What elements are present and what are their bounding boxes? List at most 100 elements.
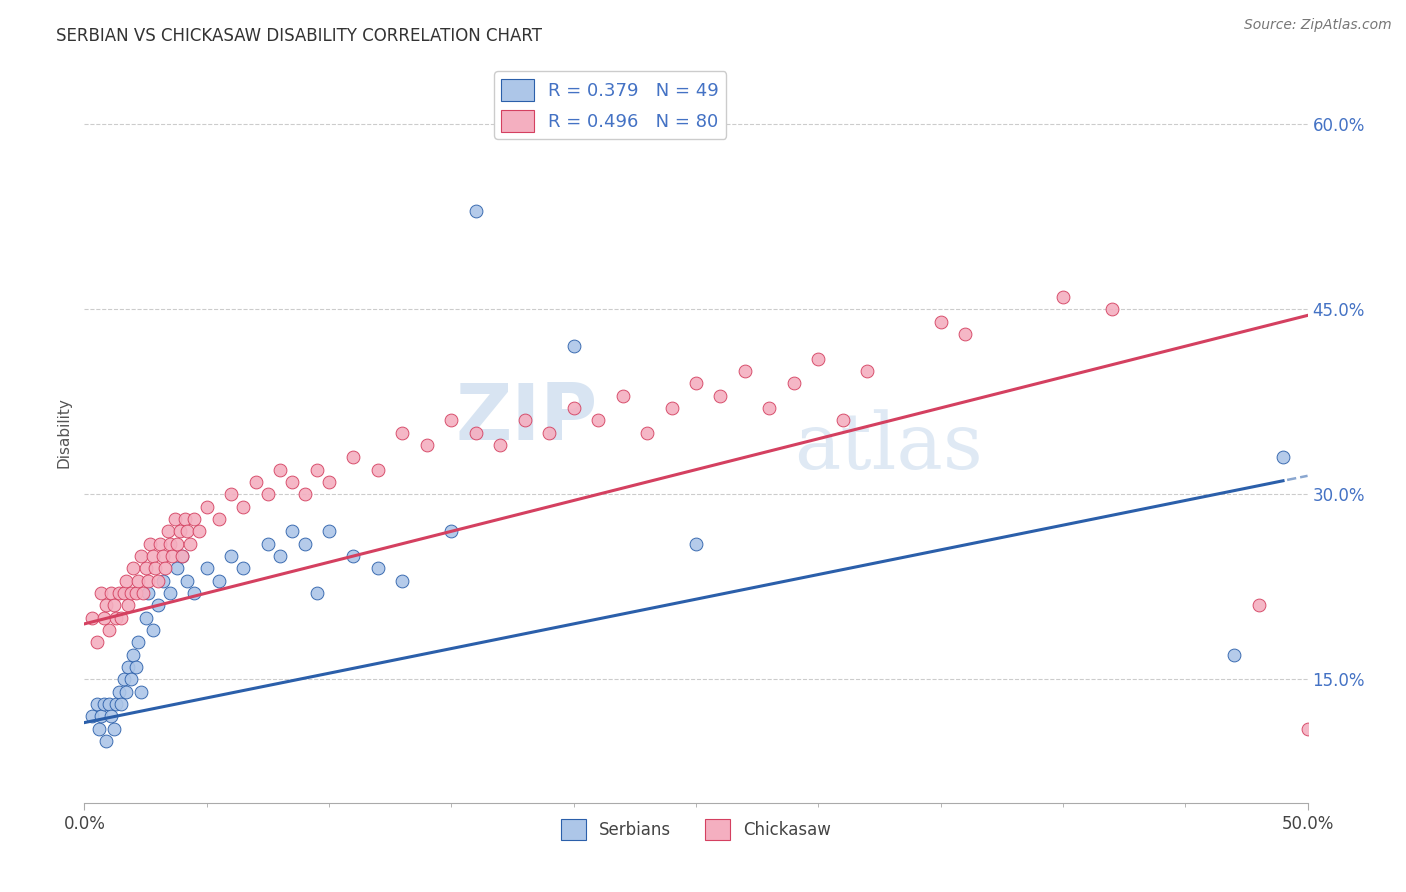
Point xyxy=(807,351,830,366)
Point xyxy=(318,524,340,539)
Point xyxy=(117,599,139,613)
Point xyxy=(93,610,115,624)
Point xyxy=(188,524,211,539)
Point xyxy=(100,709,122,723)
Point xyxy=(685,376,707,391)
Point xyxy=(1223,648,1246,662)
Point xyxy=(80,610,103,624)
Point xyxy=(183,586,205,600)
Point xyxy=(125,586,148,600)
Point xyxy=(1272,450,1295,465)
Point xyxy=(219,487,242,501)
Point xyxy=(146,599,169,613)
Point xyxy=(96,734,118,748)
Point xyxy=(105,697,128,711)
Point xyxy=(953,326,976,341)
Point xyxy=(112,586,135,600)
Point xyxy=(162,549,184,563)
Point xyxy=(513,413,536,427)
Point xyxy=(464,425,486,440)
Point xyxy=(112,673,135,687)
Point xyxy=(269,549,291,563)
Point xyxy=(110,610,132,624)
Point xyxy=(107,586,129,600)
Point xyxy=(245,475,267,489)
Point xyxy=(172,549,194,563)
Point xyxy=(90,586,112,600)
Point xyxy=(172,549,194,563)
Text: atlas: atlas xyxy=(794,409,983,485)
Point xyxy=(86,635,108,649)
Point xyxy=(152,574,174,588)
Point xyxy=(208,512,231,526)
Point xyxy=(156,524,179,539)
Point xyxy=(257,487,280,501)
Point xyxy=(152,549,174,563)
Point xyxy=(166,561,188,575)
Point xyxy=(367,462,389,476)
Point xyxy=(281,475,304,489)
Point xyxy=(90,709,112,723)
Point xyxy=(136,586,159,600)
Point xyxy=(586,413,609,427)
Point xyxy=(127,574,149,588)
Point xyxy=(120,673,142,687)
Point xyxy=(143,561,166,575)
Point xyxy=(169,524,191,539)
Point xyxy=(612,388,634,402)
Point xyxy=(97,697,120,711)
Point xyxy=(125,660,148,674)
Point xyxy=(440,524,463,539)
Point xyxy=(159,586,181,600)
Point xyxy=(661,401,683,415)
Point xyxy=(1101,302,1123,317)
Point xyxy=(257,536,280,550)
Point xyxy=(103,722,125,736)
Point xyxy=(416,438,439,452)
Point xyxy=(135,561,157,575)
Point xyxy=(489,438,512,452)
Point xyxy=(208,574,231,588)
Point xyxy=(176,574,198,588)
Point xyxy=(367,561,389,575)
Text: SERBIAN VS CHICKASAW DISABILITY CORRELATION CHART: SERBIAN VS CHICKASAW DISABILITY CORRELAT… xyxy=(56,27,543,45)
Point xyxy=(342,450,364,465)
Point xyxy=(685,536,707,550)
Point xyxy=(219,549,242,563)
Point xyxy=(122,648,145,662)
Point xyxy=(105,610,128,624)
Point xyxy=(440,413,463,427)
Point xyxy=(342,549,364,563)
Point xyxy=(107,685,129,699)
Point xyxy=(80,709,103,723)
Point xyxy=(97,623,120,637)
Point xyxy=(1296,722,1319,736)
Point xyxy=(173,512,195,526)
Point xyxy=(929,314,952,328)
Point xyxy=(195,561,218,575)
Point xyxy=(129,685,152,699)
Point xyxy=(464,203,486,218)
Point xyxy=(831,413,853,427)
Point xyxy=(562,339,585,353)
Point xyxy=(117,660,139,674)
Point xyxy=(149,536,172,550)
Point xyxy=(1052,290,1074,304)
Point xyxy=(159,536,181,550)
Point xyxy=(305,462,328,476)
Point xyxy=(856,364,879,378)
Point xyxy=(127,635,149,649)
Point xyxy=(1247,599,1270,613)
Text: Source: ZipAtlas.com: Source: ZipAtlas.com xyxy=(1244,18,1392,32)
Y-axis label: Disability: Disability xyxy=(56,397,72,468)
Point xyxy=(166,536,188,550)
Point xyxy=(93,697,115,711)
Point xyxy=(129,549,152,563)
Point xyxy=(758,401,780,415)
Point xyxy=(232,561,254,575)
Point xyxy=(176,524,198,539)
Point xyxy=(318,475,340,489)
Point xyxy=(115,685,138,699)
Point xyxy=(153,561,176,575)
Point xyxy=(163,512,186,526)
